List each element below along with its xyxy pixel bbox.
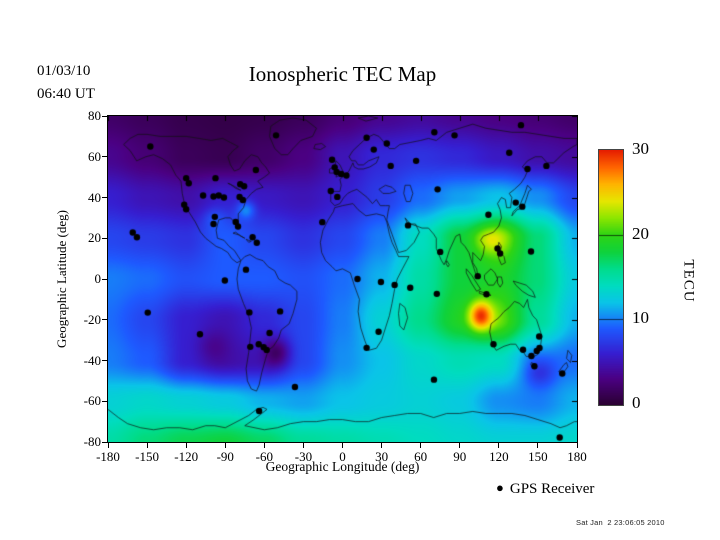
x-tick-mark — [537, 443, 539, 448]
world-tec-map — [107, 115, 578, 443]
render-timestamp: Sat Jan 2 23:06:05 2010 — [576, 518, 665, 527]
y-tick-mark — [102, 197, 107, 198]
y-tick-label: 0 — [94, 271, 102, 286]
x-tick-mark — [302, 443, 304, 448]
gps-receiver-legend: ● GPS Receiver — [496, 480, 594, 498]
x-tick-label: 180 — [567, 449, 587, 464]
y-tick-mark — [102, 115, 107, 117]
y-tick-label: -40 — [83, 352, 101, 368]
x-tick-label: 150 — [528, 449, 548, 464]
x-tick-label: -120 — [174, 449, 199, 464]
page-title: Ionospheric TEC Map — [248, 62, 437, 86]
colorbar-tick-label: 30 — [632, 139, 649, 158]
x-tick-mark — [381, 443, 383, 448]
x-tick-label: 0 — [339, 449, 346, 464]
y-tick-mark — [102, 237, 107, 239]
x-tick-label: 90 — [453, 449, 467, 464]
colorbar-tick-label: 20 — [632, 223, 649, 243]
x-tick-mark — [146, 443, 148, 448]
y-tick-mark — [102, 278, 107, 280]
date-time-block: 01/03/10 06:40 UT — [37, 60, 95, 105]
gps-receiver-marker-icon: ● — [496, 480, 504, 495]
x-tick-mark — [107, 443, 109, 448]
y-tick-label: -80 — [83, 434, 101, 449]
colorbar-unit-label: TECU — [680, 259, 697, 303]
x-tick-label: -60 — [255, 449, 273, 464]
x-tick-label: 120 — [489, 449, 509, 464]
x-tick-mark — [185, 443, 187, 448]
x-tick-mark — [498, 443, 500, 448]
x-tick-label: 60 — [414, 449, 428, 464]
y-tick-label: 60 — [88, 148, 101, 164]
x-tick-mark — [459, 443, 461, 448]
colorbar-tick-label: 10 — [632, 308, 649, 328]
x-tick-label: -90 — [216, 449, 234, 464]
y-tick-mark — [102, 360, 107, 361]
time-label: 06:40 UT — [37, 85, 95, 102]
x-tick-mark — [263, 443, 265, 448]
y-tick-mark — [102, 400, 107, 402]
colorbar-canvas — [599, 150, 623, 405]
x-tick-mark — [224, 443, 226, 448]
y-tick-mark — [102, 441, 107, 443]
x-tick-label: -30 — [294, 449, 313, 464]
y-tick-label: 80 — [88, 108, 101, 123]
date-label: 01/03/10 — [37, 63, 91, 79]
y-tick-mark — [102, 156, 107, 158]
coastline-receiver-overlay-canvas — [108, 116, 577, 442]
x-tick-mark — [576, 443, 578, 448]
gps-receiver-legend-label: GPS Receiver — [509, 481, 595, 497]
x-tick-label: -180 — [96, 449, 120, 464]
x-tick-mark — [342, 443, 343, 448]
colorbar — [598, 149, 624, 406]
colorbar-tick-label: 0 — [632, 393, 641, 412]
y-tick-label: -20 — [83, 311, 101, 327]
y-tick-label: -60 — [83, 393, 101, 409]
y-tick-label: 20 — [88, 230, 101, 246]
x-axis-title: Geographic Longitude (deg) — [265, 459, 420, 474]
x-tick-label: -150 — [135, 449, 159, 464]
y-tick-mark — [102, 319, 107, 321]
x-tick-mark — [420, 443, 422, 448]
x-tick-label: 30 — [375, 449, 389, 464]
y-tick-label: 40 — [88, 189, 101, 205]
